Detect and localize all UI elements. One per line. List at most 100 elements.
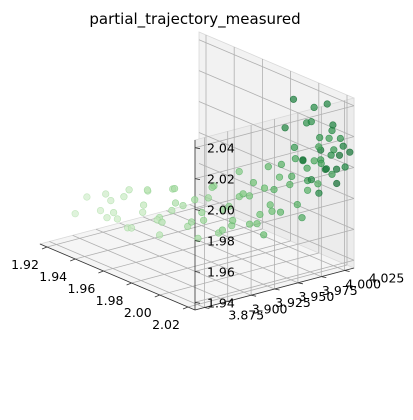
scatter-point xyxy=(339,142,347,150)
y-tick-label: 4.025 xyxy=(369,271,405,286)
y-tick-mark xyxy=(274,288,280,291)
scatter-point xyxy=(329,121,337,129)
scatter-point xyxy=(120,193,128,201)
scatter-point xyxy=(109,209,118,217)
scatter-point xyxy=(310,157,318,165)
scatter-point xyxy=(333,179,341,188)
scatter-point xyxy=(327,151,335,159)
scatter-point xyxy=(83,193,91,201)
scatter-point xyxy=(239,190,247,198)
scatter-point xyxy=(304,186,312,194)
x-axis-ticks: 1.921.941.961.982.002.02 xyxy=(11,246,189,332)
x-tick-label: 1.98 xyxy=(96,293,124,308)
scatter-point xyxy=(225,202,233,210)
z-axis-ticks: 1.94 1.96 1.98 2.00 2.02 2.04 xyxy=(194,141,235,310)
gridline-z-back xyxy=(198,132,355,199)
scatter-point xyxy=(298,214,306,222)
scatter-point xyxy=(107,197,115,205)
x-tick-mark xyxy=(41,246,48,250)
scatter-point xyxy=(253,220,261,228)
gridline-y-floor xyxy=(72,235,228,302)
scatter-point xyxy=(127,224,136,232)
gridline-z-right xyxy=(194,229,355,272)
scatter-point xyxy=(270,186,278,194)
scatter-point xyxy=(260,231,268,239)
scatter-point xyxy=(219,206,227,214)
axes-gridlines xyxy=(46,35,355,308)
scatter-point xyxy=(246,220,254,228)
scatter-point xyxy=(307,118,315,126)
scatter-point xyxy=(249,179,257,187)
y-tick-label: 3.875 xyxy=(228,308,264,323)
scatter-point xyxy=(322,165,331,173)
gridline-z-right xyxy=(194,259,355,303)
x-tick-label: 1.96 xyxy=(67,281,95,296)
y-tick-mark xyxy=(297,282,303,285)
scatter-point xyxy=(275,173,284,181)
scatter-point xyxy=(103,214,111,222)
y-tick-label: 3.900 xyxy=(252,301,288,316)
scatter-point xyxy=(102,190,110,198)
z-tick-label: 2.02 xyxy=(207,172,235,187)
z-tick-label: 1.96 xyxy=(207,264,235,279)
y-tick-mark xyxy=(227,301,233,303)
gridline-y-floor xyxy=(119,222,275,290)
scatter-point xyxy=(323,100,331,108)
scatter-point xyxy=(264,163,272,171)
scatter-point xyxy=(198,208,206,216)
scatter-point xyxy=(208,183,216,191)
y-tick-mark xyxy=(321,276,327,278)
gridline-y-floor xyxy=(142,216,299,284)
scatter-point xyxy=(310,103,318,111)
gridline-y-floor xyxy=(95,228,252,296)
scatter-point xyxy=(235,168,243,176)
scatter-point xyxy=(194,234,202,242)
scatter-point xyxy=(139,208,147,216)
scatter-point xyxy=(325,134,333,142)
gridline-z-right xyxy=(194,136,355,179)
scatter-point xyxy=(315,189,323,197)
scatter-point xyxy=(290,143,299,151)
scatter-point xyxy=(168,206,176,215)
gridline-z-back xyxy=(198,70,355,137)
scatter-point xyxy=(317,159,325,167)
gridline-z-right xyxy=(194,105,355,149)
gridline-y-floor xyxy=(189,204,345,271)
x-tick-mark xyxy=(154,294,160,298)
scatter-point xyxy=(260,184,269,192)
x-tick-mark xyxy=(70,258,76,262)
scatter-point xyxy=(71,210,79,218)
scatter-point xyxy=(187,218,196,226)
z-tick-label: 2.00 xyxy=(207,203,235,218)
y-tick-mark xyxy=(344,270,350,272)
y-tick-label: 3.950 xyxy=(299,289,335,304)
scatter-point xyxy=(96,207,105,215)
x-tick-mark xyxy=(98,270,104,274)
scatter-point xyxy=(218,226,226,234)
x-tick-label: 2.02 xyxy=(152,317,180,332)
scatter-point xyxy=(140,201,148,209)
y-tick-label: 4.000 xyxy=(345,277,381,292)
scatter-point xyxy=(328,170,336,178)
x-tick-label: 1.92 xyxy=(11,257,39,272)
z-tick-label: 2.04 xyxy=(207,141,235,156)
y-tick-label: 3.975 xyxy=(322,283,358,298)
x-tick-mark xyxy=(182,306,189,310)
scatter-point xyxy=(341,163,349,171)
scatter-point xyxy=(286,181,294,189)
scatter-point xyxy=(288,172,296,180)
gridline-z-back xyxy=(198,193,355,261)
scatter-point xyxy=(291,155,300,163)
x-tick-label: 1.94 xyxy=(39,269,67,284)
z-tick-mark xyxy=(194,240,201,242)
y-tick-mark xyxy=(204,307,210,309)
x-tick-mark xyxy=(126,282,132,286)
scatter-point xyxy=(125,186,133,194)
scatter-point xyxy=(333,165,341,173)
scatter-point xyxy=(316,134,324,142)
scatter-point xyxy=(303,164,311,172)
scatter-point xyxy=(158,218,166,226)
scatter-point xyxy=(293,201,301,209)
z-tick-mark xyxy=(194,147,201,150)
